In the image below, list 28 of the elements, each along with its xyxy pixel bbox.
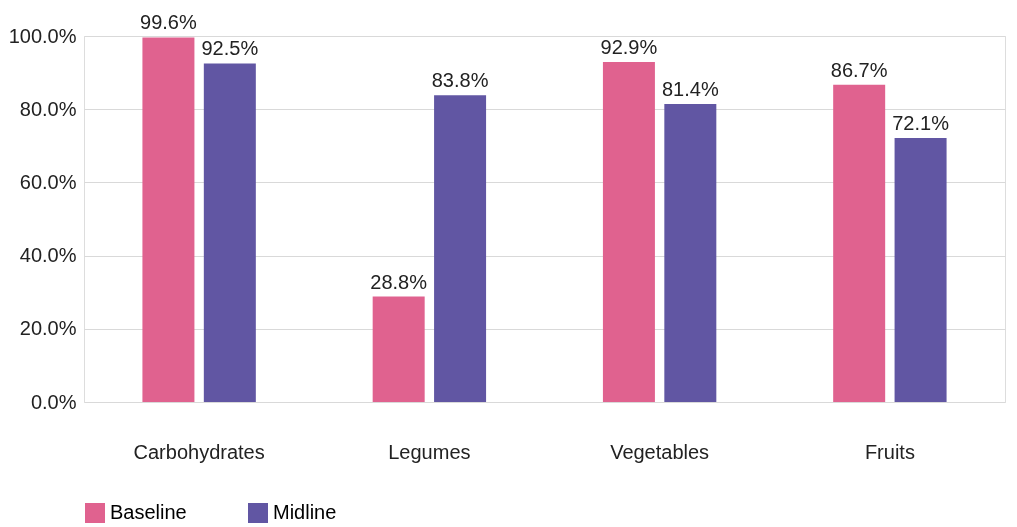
y-tick-label: 100.0% [8,24,77,47]
data-label: 72.1% [892,112,950,135]
y-tick-label: 60.0% [19,170,77,193]
bar [434,95,487,402]
x-tick-label: Legumes [388,440,471,463]
y-tick-label: 80.0% [19,97,77,120]
data-label: 81.4% [661,78,719,101]
legend-label: Baseline [110,501,187,523]
y-tick-label: 20.0% [19,317,77,340]
bar [664,104,717,402]
x-tick-label: Carbohydrates [133,440,265,463]
bar [602,61,655,402]
bar [372,296,425,402]
x-tick-label: Fruits [864,440,915,463]
data-label: 99.6% [140,11,197,34]
y-tick-label: 0.0% [30,390,77,413]
bar [894,138,947,402]
bar [203,63,256,402]
bar [142,37,195,402]
data-label: 83.8% [431,69,489,92]
data-label: 92.5% [201,37,259,60]
data-label: 92.9% [600,35,658,58]
data-label: 86.7% [830,58,888,81]
data-label: 28.8% [370,270,428,293]
bar [833,84,886,402]
legend-label: Midline [273,501,337,523]
y-tick-label: 40.0% [19,244,77,267]
x-tick-label: Vegetables [610,440,710,463]
